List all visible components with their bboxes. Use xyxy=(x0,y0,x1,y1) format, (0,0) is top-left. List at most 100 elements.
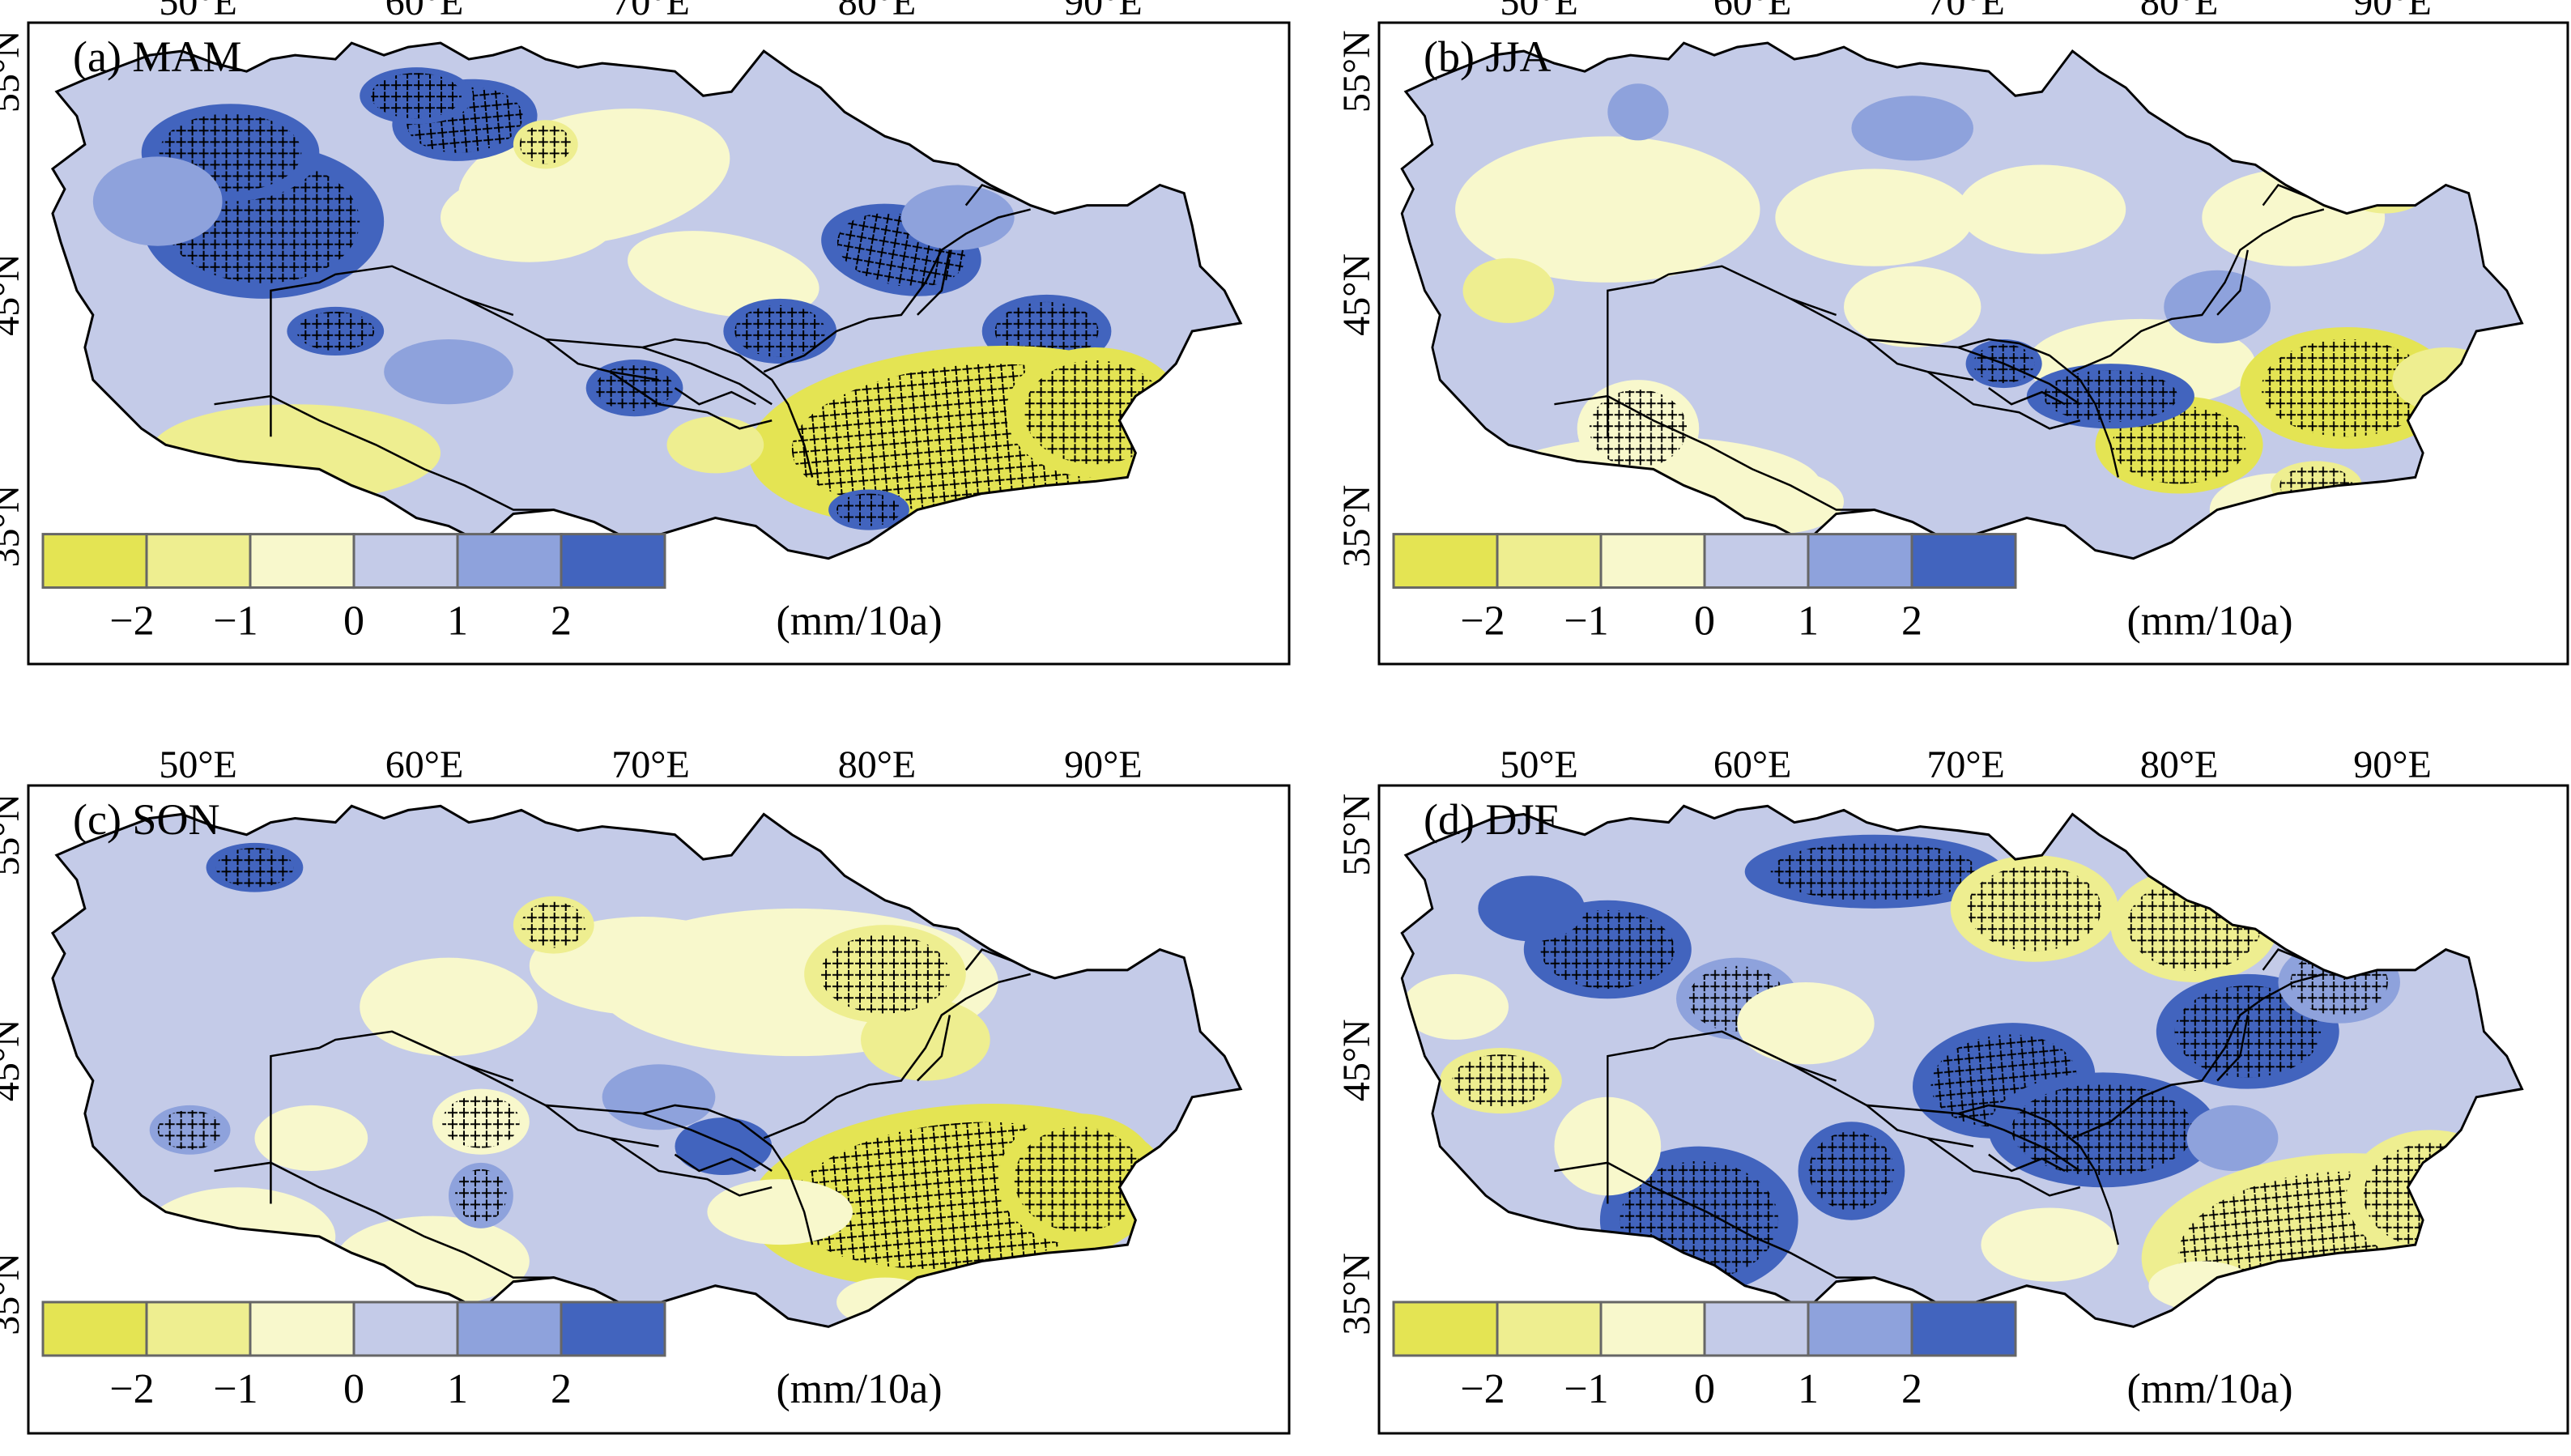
legend-tick-label: −2 xyxy=(1460,1366,1505,1412)
legend-unit: (mm/10a) xyxy=(776,1366,942,1412)
significance-hatch xyxy=(1808,1131,1895,1211)
lon-tick-label: 60°E xyxy=(1713,0,1792,23)
country-border xyxy=(1790,297,1837,317)
lon-tick-label: 60°E xyxy=(385,743,464,786)
country-border xyxy=(2071,973,2325,1139)
significance-hatch xyxy=(994,301,1099,361)
trend-patch xyxy=(2186,1105,2279,1171)
trend-patch xyxy=(1844,266,1981,348)
country-border xyxy=(642,1112,773,1173)
trend-patch xyxy=(707,1179,853,1245)
country-border xyxy=(1957,346,2081,406)
trend-patch xyxy=(675,1118,773,1176)
trend-patch xyxy=(602,1064,716,1130)
legend-tick-label: −1 xyxy=(1564,1366,1608,1412)
legend-tick-label: −1 xyxy=(1564,598,1608,645)
lon-tick-label: 90°E xyxy=(2353,0,2432,23)
legend-tick-label: 1 xyxy=(447,598,468,645)
lon-tick-label: 80°E xyxy=(2140,0,2219,23)
lat-tick-label: 35°N xyxy=(0,485,28,568)
panel-label: (d) DJF xyxy=(1424,795,1559,844)
lon-tick-label: 70°E xyxy=(1926,743,2005,786)
lat-tick-label: 55°N xyxy=(0,30,28,113)
lon-tick-label: 90°E xyxy=(1064,743,1143,786)
legend-tick-label: 0 xyxy=(343,1366,364,1412)
country-border xyxy=(1554,394,1875,511)
legend-swatch xyxy=(249,1301,355,1357)
legend-swatch xyxy=(1807,1301,1913,1357)
significance-hatch xyxy=(734,304,826,358)
trend-patch xyxy=(900,185,1015,250)
country-border xyxy=(1957,1112,2081,1173)
significance-hatch xyxy=(1014,1126,1144,1232)
lat-tick-label: 35°N xyxy=(1335,485,1378,568)
legend-swatch xyxy=(1807,533,1913,590)
lat-tick-label: 55°N xyxy=(1335,30,1378,113)
trend-patch xyxy=(1981,1207,2118,1282)
country-border xyxy=(1867,338,2119,478)
lon-tick-label: 50°E xyxy=(1500,0,1578,23)
lat-tick-label: 45°N xyxy=(0,1019,28,1101)
significance-hatch xyxy=(1589,390,1688,468)
country-border xyxy=(214,394,554,511)
legend-tick-label: 0 xyxy=(1694,598,1715,645)
legend-swatch xyxy=(1496,533,1603,590)
legend-unit: (mm/10a) xyxy=(2126,1366,2292,1412)
legend-tick-label: −2 xyxy=(109,1366,154,1412)
lon-tick-label: 80°E xyxy=(838,0,917,23)
trend-patch xyxy=(1958,164,2126,254)
significance-hatch xyxy=(1452,1054,1550,1107)
lon-tick-label: 60°E xyxy=(1713,743,1792,786)
panel-label: (b) JJA xyxy=(1424,32,1552,81)
lon-tick-label: 90°E xyxy=(1064,0,1143,23)
country-border xyxy=(2216,249,2249,316)
significance-hatch xyxy=(1540,909,1675,990)
trend-patch xyxy=(441,172,619,262)
significance-hatch xyxy=(2174,986,2322,1078)
legend-swatch xyxy=(249,533,355,590)
trend-patch xyxy=(1775,168,1973,266)
significance-hatch xyxy=(836,493,901,526)
panel-a: 50°E 60°E 70°E 80°E 90°E 55°N 45°N 35°N (a) MAM −… xyxy=(0,0,1291,666)
trend-patch xyxy=(384,338,513,405)
lon-tick-label: 50°E xyxy=(159,0,237,23)
legend-swatch xyxy=(1599,533,1706,590)
panel-b: 50°E 60°E 70°E 80°E 90°E 55°N 45°N 35°N (b) JJA −… xyxy=(1335,0,2569,666)
map-area xyxy=(50,41,1243,560)
legend-swatch xyxy=(1703,533,1810,590)
country-border xyxy=(1926,371,2081,430)
legend-swatch xyxy=(352,533,459,590)
legend-tick-label: −2 xyxy=(1460,598,1505,645)
lat-tick-label: 35°N xyxy=(0,1253,28,1335)
legend-swatch xyxy=(1392,1301,1499,1357)
country-border xyxy=(545,1104,814,1245)
trend-patch xyxy=(628,231,819,318)
trend-patch xyxy=(1478,875,1586,942)
country-border xyxy=(609,1137,773,1197)
significance-hatch xyxy=(157,1110,223,1150)
country-border xyxy=(214,1161,554,1279)
trend-patch xyxy=(92,156,223,246)
country-border xyxy=(763,208,1031,373)
legend-tick-label: 1 xyxy=(1798,598,1819,645)
country-border xyxy=(609,371,773,430)
trend-patch xyxy=(1455,136,1760,283)
significance-hatch xyxy=(371,73,462,119)
country-border xyxy=(763,973,1031,1139)
legend-tick-label: 2 xyxy=(1901,1366,1922,1412)
country-border xyxy=(1988,1153,2066,1173)
legend-swatch xyxy=(1392,533,1499,590)
legend-tick-label: 2 xyxy=(551,598,572,645)
significance-hatch xyxy=(519,125,572,164)
lon-tick-label: 90°E xyxy=(2353,743,2432,786)
legend-swatch xyxy=(560,1301,666,1357)
legend-swatch xyxy=(145,1301,252,1357)
significance-hatch xyxy=(1967,866,2102,952)
region-outline xyxy=(1400,41,2524,560)
lat-tick-label: 45°N xyxy=(0,253,28,336)
country-border xyxy=(545,338,814,478)
country-border xyxy=(674,387,756,406)
country-border xyxy=(2071,208,2325,373)
